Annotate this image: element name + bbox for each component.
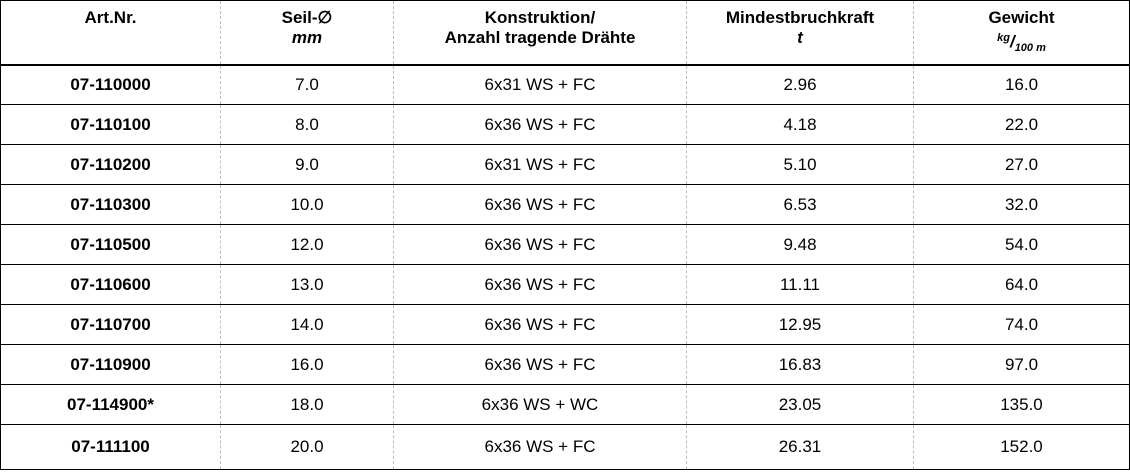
cell-diameter: 8.0 [220, 104, 394, 145]
cell-diameter: 10.0 [220, 184, 394, 225]
header-construction-line2: Anzahl tragende Drähte [444, 28, 636, 47]
table-row: 07-110700 14.0 6x36 WS + FC 12.95 74.0 [0, 304, 1130, 345]
cell-breaking-force: 11.11 [686, 264, 914, 305]
cell-article-number: 07-111100 [0, 424, 221, 470]
cell-article-number: 07-110100 [0, 104, 221, 145]
cell-breaking-force: 4.18 [686, 104, 914, 145]
cell-breaking-force: 16.83 [686, 344, 914, 385]
cell-construction: 6x36 WS + FC [393, 224, 687, 265]
header-art-nr: Art.Nr. [0, 0, 221, 66]
cell-weight: 27.0 [913, 144, 1130, 185]
table-header: Art.Nr. Seil-∅ mm Konstruktion/ Anzahl t… [0, 0, 1130, 66]
cell-diameter: 12.0 [220, 224, 394, 265]
cell-diameter: 7.0 [220, 64, 394, 105]
table-row: 07-111100 20.0 6x36 WS + FC 26.31 152.0 [0, 424, 1130, 470]
header-breaking-force: Mindestbruchkraft t [686, 0, 914, 66]
table-row: 07-110600 13.0 6x36 WS + FC 11.11 64.0 [0, 264, 1130, 305]
header-art-nr-label: Art.Nr. [84, 8, 137, 27]
cell-breaking-force: 12.95 [686, 304, 914, 345]
cell-breaking-force: 5.10 [686, 144, 914, 185]
header-diameter-label: Seil-∅ [281, 8, 333, 27]
header-row: Art.Nr. Seil-∅ mm Konstruktion/ Anzahl t… [0, 0, 1130, 66]
cell-article-number: 07-110900 [0, 344, 221, 385]
cell-diameter: 13.0 [220, 264, 394, 305]
cell-breaking-force: 9.48 [686, 224, 914, 265]
cell-weight: 32.0 [913, 184, 1130, 225]
header-diameter: Seil-∅ mm [220, 0, 394, 66]
cell-breaking-force: 26.31 [686, 424, 914, 470]
cell-construction: 6x36 WS + FC [393, 344, 687, 385]
table-row: 07-110900 16.0 6x36 WS + FC 16.83 97.0 [0, 344, 1130, 385]
header-weight-unit-numerator: kg [997, 32, 1010, 44]
cell-article-number: 07-110000 [0, 64, 221, 105]
cell-breaking-force: 6.53 [686, 184, 914, 225]
cell-weight: 16.0 [913, 64, 1130, 105]
cell-weight: 97.0 [913, 344, 1130, 385]
cell-weight: 22.0 [913, 104, 1130, 145]
header-breaking-force-unit: t [797, 28, 803, 47]
cell-article-number: 07-110200 [0, 144, 221, 185]
header-weight-unit-denominator: 100 m [1014, 42, 1046, 54]
cell-construction: 6x31 WS + FC [393, 64, 687, 105]
table-row: 07-114900* 18.0 6x36 WS + WC 23.05 135.0 [0, 384, 1130, 425]
cell-construction: 6x36 WS + FC [393, 424, 687, 470]
cell-weight: 54.0 [913, 224, 1130, 265]
table-row: 07-110300 10.0 6x36 WS + FC 6.53 32.0 [0, 184, 1130, 225]
cell-article-number: 07-110300 [0, 184, 221, 225]
cell-diameter: 14.0 [220, 304, 394, 345]
header-diameter-unit: mm [291, 28, 323, 47]
table-row: 07-110500 12.0 6x36 WS + FC 9.48 54.0 [0, 224, 1130, 265]
header-weight-unit-slash: / [1009, 32, 1015, 51]
cell-breaking-force: 2.96 [686, 64, 914, 105]
cell-weight: 64.0 [913, 264, 1130, 305]
cell-diameter: 20.0 [220, 424, 394, 470]
cell-article-number: 07-110500 [0, 224, 221, 265]
header-breaking-force-label: Mindestbruchkraft [725, 8, 875, 27]
cell-article-number: 07-110700 [0, 304, 221, 345]
table-body: 07-110000 7.0 6x31 WS + FC 2.96 16.0 07-11010… [0, 64, 1130, 470]
cell-construction: 6x36 WS + FC [393, 304, 687, 345]
table-row: 07-110000 7.0 6x31 WS + FC 2.96 16.0 [0, 64, 1130, 105]
cell-weight: 74.0 [913, 304, 1130, 345]
cell-weight: 135.0 [913, 384, 1130, 425]
table-row: 07-110200 9.0 6x31 WS + FC 5.10 27.0 [0, 144, 1130, 185]
cell-article-number: 07-114900* [0, 384, 221, 425]
cell-construction: 6x36 WS + WC [393, 384, 687, 425]
cell-article-number: 07-110600 [0, 264, 221, 305]
cell-breaking-force: 23.05 [686, 384, 914, 425]
cell-construction: 6x36 WS + FC [393, 264, 687, 305]
header-weight: Gewicht kg/100 m [913, 0, 1130, 66]
cell-diameter: 18.0 [220, 384, 394, 425]
cell-construction: 6x31 WS + FC [393, 144, 687, 185]
cell-construction: 6x36 WS + FC [393, 184, 687, 225]
cell-weight: 152.0 [913, 424, 1130, 470]
header-construction-line1: Konstruktion/ [484, 8, 596, 27]
header-construction: Konstruktion/ Anzahl tragende Drähte [393, 0, 687, 66]
header-weight-label: Gewicht [988, 8, 1055, 27]
cell-diameter: 16.0 [220, 344, 394, 385]
cell-construction: 6x36 WS + FC [393, 104, 687, 145]
table-row: 07-110100 8.0 6x36 WS + FC 4.18 22.0 [0, 104, 1130, 145]
cell-diameter: 9.0 [220, 144, 394, 185]
